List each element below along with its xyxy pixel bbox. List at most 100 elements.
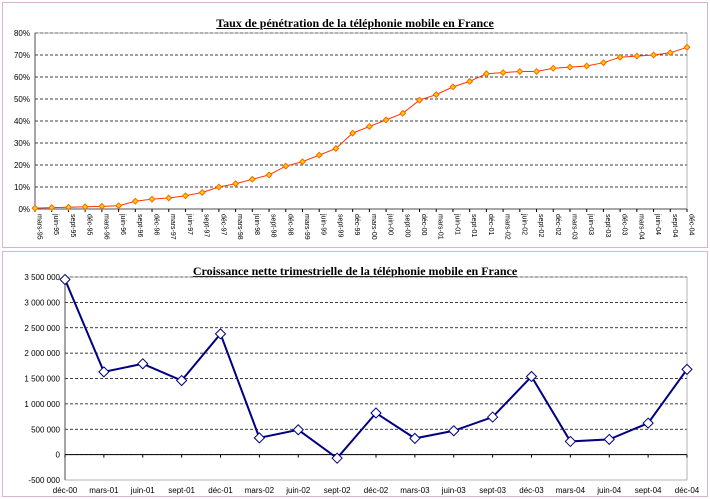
growth-chart-title: Croissance nette trimestrielle de la tél… [192,264,518,278]
x-tick-label: mars-99 [303,214,310,240]
x-tick-label: mars-95 [36,214,43,240]
data-point [650,51,658,59]
x-tick-label: déc-00 [53,486,78,495]
x-tick-label: déc-98 [286,214,293,236]
data-point [215,183,223,191]
data-point [81,203,89,211]
x-tick-label: juin-03 [441,486,467,495]
data-point [681,363,693,376]
series-line [64,279,688,460]
data-point [181,192,189,200]
data-point [198,188,206,197]
y-tick-label: 0% [18,205,30,214]
y-tick-label: 70% [14,51,30,60]
x-tick-label: juin-02 [285,486,311,495]
data-point [564,435,577,448]
x-tick-label: déc-03 [519,486,544,495]
data-point [175,374,188,387]
y-tick-label: 3 500 000 [24,273,60,282]
data-point [642,417,654,429]
x-tick-label: sept-03 [604,214,611,237]
x-tick-label: mars-00 [370,214,377,240]
x-tick-label: sept-99 [336,214,343,237]
y-tick-label: 1 000 000 [24,400,60,409]
data-point [583,62,591,70]
x-tick-label: déc-02 [554,214,561,236]
x-tick-label: déc-02 [364,486,389,495]
data-point [432,91,440,99]
y-tick-label: 20% [14,161,30,170]
x-tick-label: sept-03 [479,486,506,495]
x-tick-label: juin-01 [453,213,460,235]
x-tick-label: mars-04 [637,214,644,240]
data-point [616,53,624,61]
y-tick-label: 2 000 000 [24,349,60,358]
x-tick-label: juin-00 [387,213,394,235]
data-point [248,175,256,183]
data-point [633,52,641,60]
data-point [382,116,390,124]
data-point [265,171,273,179]
data-point [365,122,373,131]
penetration-chart-panel: Taux de pénétration de la téléphonie mob… [2,2,708,248]
y-tick-label: 0 [56,451,61,460]
x-tick-label: mars-02 [504,214,511,240]
y-tick-label: -500 000 [28,476,60,485]
x-tick-label: mars-04 [556,486,586,495]
x-tick-label: sept-97 [203,214,210,237]
y-tick-label: 80% [14,29,30,38]
y-tick-label: 40% [14,117,30,126]
plot-area [34,32,688,210]
x-tick-label: déc-04 [675,486,700,495]
data-point [370,407,382,419]
x-tick-label: mars-01 [89,486,119,495]
x-tick-label: mars-02 [245,486,275,495]
x-tick-label: juin-03 [587,213,594,235]
plot-area [64,276,688,481]
x-tick-label: déc-96 [153,214,160,236]
x-tick-label: juin-02 [520,213,527,235]
data-point [525,370,538,383]
data-point [165,194,173,202]
data-point [486,411,499,423]
y-tick-label: 1 500 000 [24,375,60,384]
x-tick-label: sept-01 [168,486,195,495]
x-tick-label: mars-97 [169,214,176,240]
y-tick-label: 50% [14,95,30,104]
x-tick-label: juin-95 [52,213,59,235]
data-point [115,202,123,210]
data-point [64,203,72,211]
data-point [499,69,507,77]
x-tick-label: déc-95 [86,214,93,236]
x-tick-label: juin-99 [320,213,327,235]
x-tick-label: déc-00 [420,214,427,236]
x-tick-label: juin-04 [654,213,661,235]
data-point [48,204,56,212]
data-point [549,64,557,72]
y-tick-label: 3 000 000 [24,298,60,307]
data-point [416,96,424,104]
data-point [482,70,490,78]
x-tick-label: mars-03 [400,486,430,495]
data-point [214,328,227,340]
x-tick-label: sept-02 [537,214,544,237]
x-tick-label: déc-01 [487,214,494,236]
data-point [298,158,306,166]
data-point [31,204,39,212]
x-tick-label: mars-96 [102,214,109,240]
x-tick-label: sept-98 [270,214,277,237]
x-tick-label: juin-04 [596,486,622,495]
data-point [315,151,323,159]
data-point [137,358,149,370]
x-tick-label: mars-03 [570,214,577,240]
data-point [603,433,615,446]
data-point [148,195,156,203]
data-point [566,63,574,71]
data-point [253,432,266,444]
x-tick-label: sept-00 [403,214,410,237]
data-point [409,432,421,445]
data-point [98,366,110,378]
penetration-chart-title: Taux de pénétration de la téléphonie mob… [216,16,494,30]
x-tick-label: sept-01 [470,214,477,237]
data-point [232,180,240,188]
